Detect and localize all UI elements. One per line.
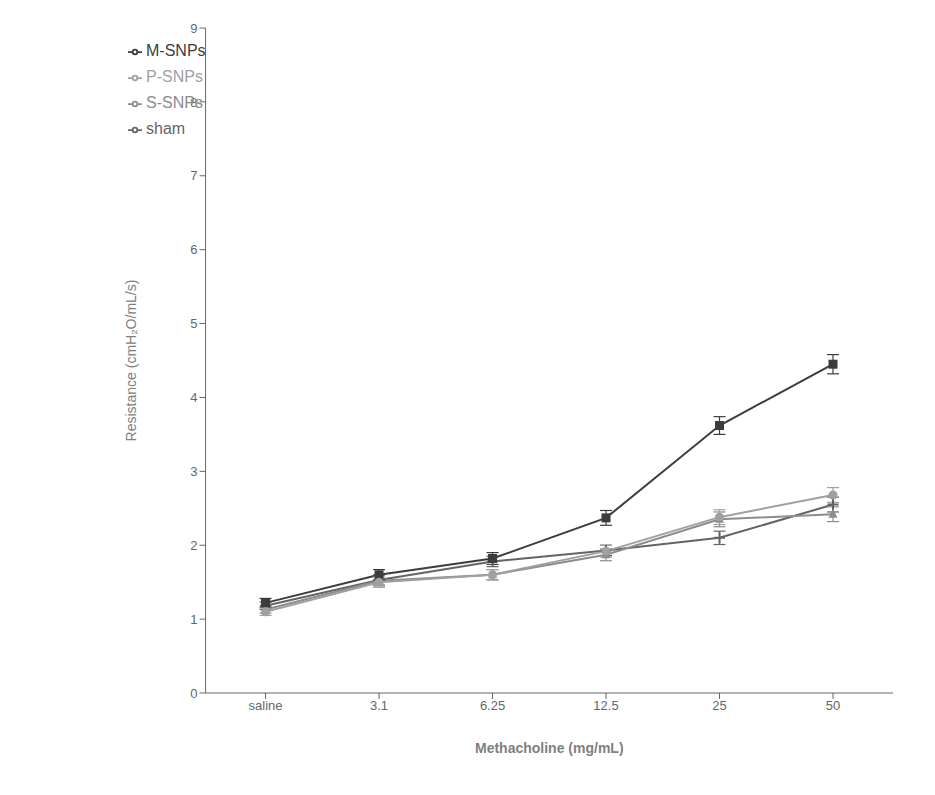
svg-text:6: 6 [190, 242, 197, 257]
svg-text:9: 9 [190, 21, 197, 36]
svg-text:7: 7 [190, 168, 197, 183]
svg-text:50: 50 [826, 698, 840, 713]
svg-text:0: 0 [190, 686, 197, 701]
svg-text:Resistance (cmH₂O/mL/s): Resistance (cmH₂O/mL/s) [123, 280, 139, 442]
svg-text:25: 25 [712, 698, 726, 713]
svg-text:saline: saline [249, 698, 283, 713]
svg-text:6.25: 6.25 [480, 698, 505, 713]
svg-text:Methacholine (mg/mL): Methacholine (mg/mL) [475, 740, 624, 756]
svg-text:1: 1 [190, 612, 197, 627]
svg-text:5: 5 [190, 316, 197, 331]
svg-text:4: 4 [190, 390, 197, 405]
svg-text:2: 2 [190, 538, 197, 553]
svg-text:8: 8 [190, 95, 197, 110]
svg-text:12.5: 12.5 [593, 698, 618, 713]
svg-text:3.1: 3.1 [370, 698, 388, 713]
svg-text:3: 3 [190, 464, 197, 479]
